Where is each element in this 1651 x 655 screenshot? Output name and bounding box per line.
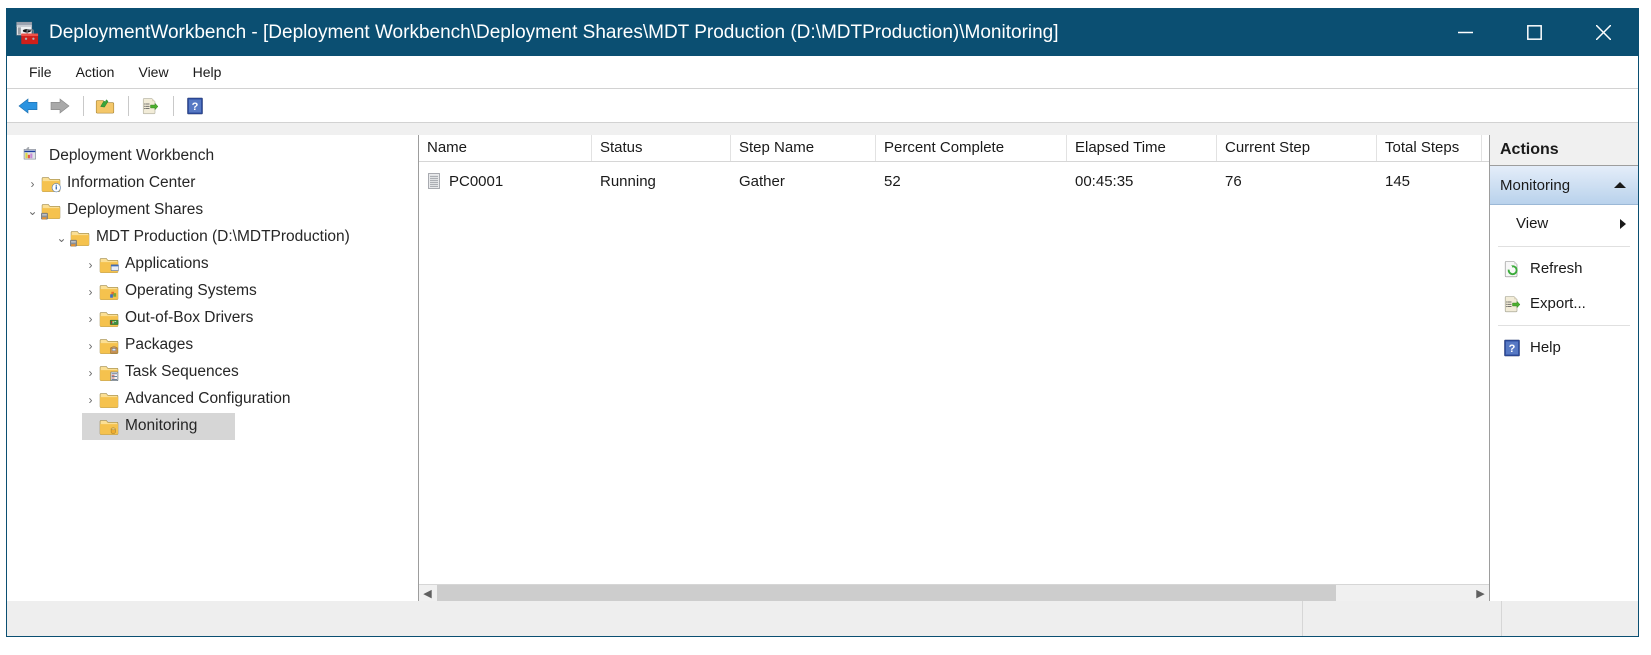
svg-text:?: ? — [1509, 343, 1516, 355]
svg-text:?: ? — [192, 101, 199, 113]
